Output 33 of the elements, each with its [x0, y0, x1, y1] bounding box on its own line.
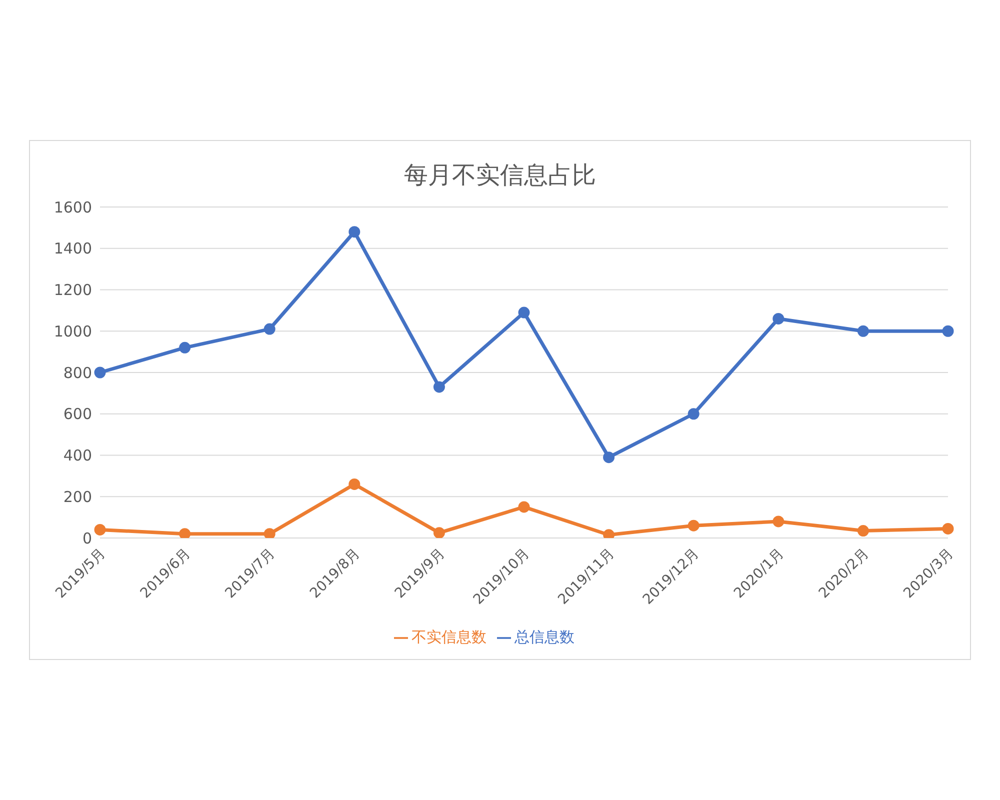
legend-label: 不实信息数: [412, 628, 486, 646]
point: [94, 524, 106, 536]
chart-title: 每月不实信息占比: [403, 160, 597, 191]
y-tick-label: 1200: [54, 281, 92, 300]
point: [433, 381, 445, 393]
y-tick-label: 400: [63, 446, 92, 465]
point: [348, 478, 360, 490]
y-tick-label: 0: [82, 529, 92, 548]
y-tick-label: 600: [63, 405, 92, 424]
point: [264, 528, 276, 538]
point: [772, 516, 784, 528]
y-tick-label: 200: [63, 488, 92, 506]
point: [857, 525, 869, 537]
point: [688, 520, 700, 532]
point: [688, 408, 700, 420]
point: [772, 312, 784, 324]
point: [518, 306, 530, 318]
point: [942, 325, 954, 337]
point: [603, 452, 615, 464]
point: [348, 226, 360, 238]
y-tick-label: 1000: [54, 322, 92, 340]
point: [179, 342, 191, 354]
point: [94, 366, 106, 378]
point: [179, 528, 191, 538]
point: [433, 527, 445, 538]
point: [518, 501, 530, 513]
y-tick-label: 1400: [54, 240, 92, 258]
point: [942, 522, 954, 534]
legend-label: 总信息数: [514, 628, 574, 646]
y-tick-label: 800: [63, 364, 92, 382]
point: [264, 323, 276, 335]
point: [857, 325, 869, 337]
y-tick-label: 1600: [54, 198, 92, 216]
